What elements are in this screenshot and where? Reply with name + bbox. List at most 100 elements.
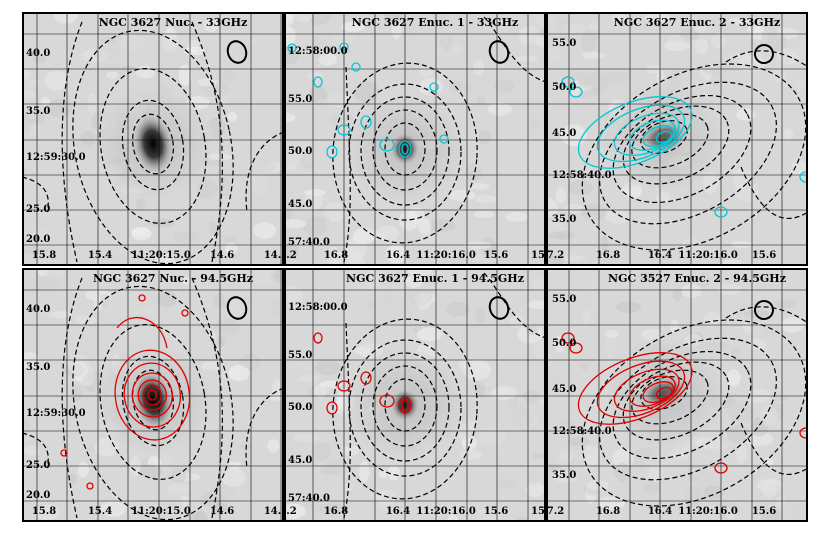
y-tick-label: 12:58:40.0 — [552, 426, 612, 437]
x-tick-label: 17.2 — [546, 250, 564, 261]
x-tick-label: 15 — [531, 506, 545, 517]
beam-ellipse — [488, 40, 510, 64]
coordinate-grid — [546, 12, 808, 266]
y-tick-label: 20.0 — [26, 490, 50, 501]
x-tick-label: 15.8 — [32, 250, 56, 261]
x-tick-label: 11:20:16.0 — [416, 506, 476, 517]
y-tick-label: 50.0 — [552, 82, 576, 93]
panel-title: NGC 3627 Nuc. - 94.5GHz — [93, 272, 253, 285]
dashed-contours — [581, 319, 807, 507]
y-tick-label: 35.0 — [26, 362, 50, 373]
x-tick-label: 16.4 — [648, 506, 672, 517]
x-tick-label: 14.2 — [264, 506, 284, 517]
x-tick-label: 14.6 — [210, 506, 234, 517]
y-tick-label: 35.0 — [552, 214, 576, 225]
coordinate-grid — [22, 12, 284, 266]
panel-2: NGC 3627 Enuc. 1 - 33GHz 12:58:00.0 55.0 50… — [284, 12, 546, 266]
panel-4: NGC 3627 Nuc. - 94.5GHz 40.0 35.0 12:59:30.… — [22, 268, 284, 522]
y-tick-label: 55.0 — [552, 38, 576, 49]
y-tick-label: 25.0 — [26, 204, 50, 215]
x-tick-label: 7.2 — [284, 250, 297, 261]
red-contours — [313, 332, 412, 415]
y-tick-label: 50.0 — [552, 338, 576, 349]
panel-frame — [284, 268, 546, 522]
beam-ellipse — [754, 44, 774, 64]
y-tick-label: 12:58:00.0 — [288, 302, 348, 313]
red-contours — [561, 332, 808, 474]
x-tick-label: 15.6 — [752, 506, 776, 517]
x-tick-label: 16.4 — [648, 250, 672, 261]
beam-ellipse — [488, 296, 510, 320]
noise-texture — [284, 12, 546, 266]
y-tick-label: 57:40.0 — [288, 237, 330, 248]
panel-title: NGC 3627 Enuc. 1 - 94.5GHz — [346, 272, 524, 285]
y-tick-label: 12:58:00.0 — [288, 46, 348, 57]
x-tick-label: 11:20:15.0 — [131, 506, 191, 517]
x-tick-label: 16.8 — [596, 506, 620, 517]
x-tick-label: 16.4 — [386, 250, 410, 261]
panel-frame — [284, 12, 546, 266]
y-tick-label: 12:59:30.0 — [26, 408, 86, 419]
dashed-contours — [72, 29, 234, 265]
panel-5: NGC 3627 Enuc. 1 - 94.5GHz 12:58:00.0 55.0… — [284, 268, 546, 522]
y-tick-label: 25.0 — [26, 460, 50, 471]
panel-frame — [22, 268, 284, 522]
y-tick-label: 55.0 — [552, 294, 576, 305]
x-tick-label: 16.4 — [386, 506, 410, 517]
y-tick-label: 55.0 — [288, 350, 312, 361]
red-contours — [60, 294, 191, 490]
panel-title: NGC 3527 Enuc. 2 - 94.5GHz — [608, 272, 786, 285]
dashed-contours — [581, 63, 807, 251]
source-emission — [639, 376, 689, 410]
beam-ellipse — [226, 296, 248, 320]
y-tick-label: 45.0 — [552, 384, 576, 395]
x-tick-label: 15.4 — [88, 250, 112, 261]
x-tick-label: 11:20:15.0 — [131, 250, 191, 261]
x-tick-label: 15.6 — [484, 250, 508, 261]
y-tick-label: 45.0 — [552, 128, 576, 139]
coordinate-grid — [284, 268, 546, 522]
y-tick-label: 55.0 — [288, 94, 312, 105]
x-tick-label: 17.2 — [546, 506, 564, 517]
source-emission — [639, 120, 689, 154]
panel-3: NGC 3627 Enuc. 2 - 33GHz 55.0 50.0 45.0 12:5… — [546, 12, 808, 266]
y-tick-label: 35.0 — [26, 106, 50, 117]
cyan-contours — [287, 42, 449, 159]
x-tick-label: 11:20:16.0 — [678, 250, 738, 261]
x-tick-label: 16.8 — [324, 250, 348, 261]
coordinate-grid — [22, 268, 284, 522]
x-tick-label: 15.6 — [484, 506, 508, 517]
cyan-contours — [561, 76, 808, 218]
x-tick-label: 14.6 — [210, 250, 234, 261]
x-tick-label: 14.2 — [264, 250, 284, 261]
panel-title: NGC 3627 Enuc. 1 - 33GHz — [352, 16, 518, 29]
panel-title: NGC 3627 Nuc. - 33GHz — [99, 16, 248, 29]
y-tick-label: 20.0 — [26, 234, 50, 245]
coordinate-grid — [284, 12, 546, 266]
y-tick-label: 12:59:30.0 — [26, 152, 86, 163]
y-tick-label: 45.0 — [288, 199, 312, 210]
panel-frame — [546, 12, 808, 266]
y-tick-label: 40.0 — [26, 304, 50, 315]
beam-ellipse — [754, 300, 774, 320]
y-tick-label: 40.0 — [26, 48, 50, 59]
y-tick-label: 50.0 — [288, 402, 312, 413]
source-emission — [132, 113, 174, 175]
panel-6: NGC 3527 Enuc. 2 - 94.5GHz 55.0 50.0 45.0 12… — [546, 268, 808, 522]
beam-ellipse — [226, 40, 248, 64]
x-tick-label: 16.8 — [596, 250, 620, 261]
y-tick-label: 35.0 — [552, 470, 576, 481]
y-tick-label: 50.0 — [288, 146, 312, 157]
x-tick-label: 15.8 — [32, 506, 56, 517]
y-tick-label: 57:40.0 — [288, 493, 330, 504]
x-tick-label: 7.2 — [284, 506, 297, 517]
panel-frame — [22, 12, 284, 266]
panel-frame — [546, 268, 808, 522]
x-tick-label: 15.4 — [88, 506, 112, 517]
x-tick-label: 15 — [531, 250, 545, 261]
x-tick-label: 11:20:16.0 — [678, 506, 738, 517]
x-tick-label: 16.8 — [324, 506, 348, 517]
x-tick-label: 11:20:16.0 — [416, 250, 476, 261]
panel-1: NGC 3627 Nuc. - 33GHz 40.0 35.0 12:59:30.0 2… — [22, 12, 284, 266]
